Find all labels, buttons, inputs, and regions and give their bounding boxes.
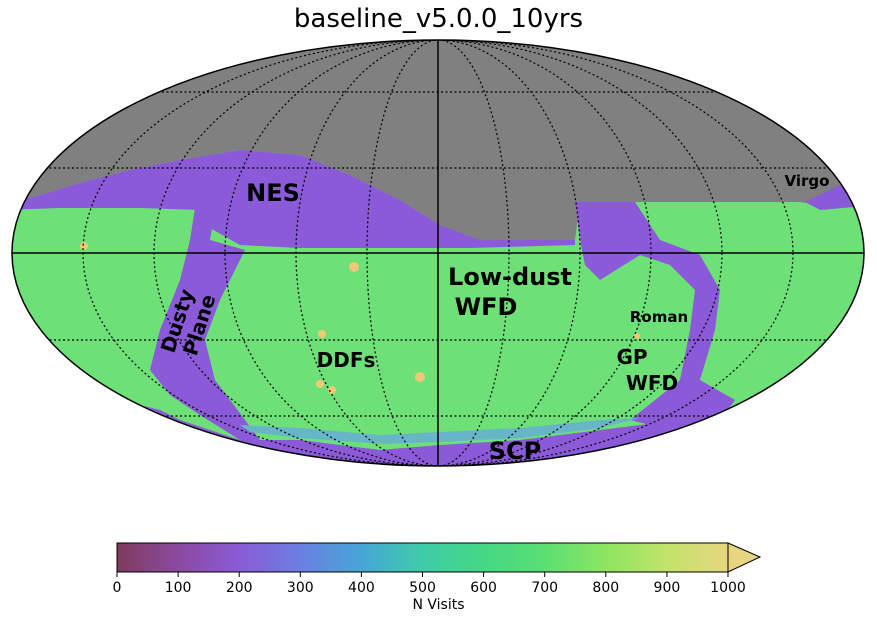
colorbar-tick-label: 500 [409, 580, 436, 596]
ddf-spot [316, 380, 324, 388]
colorbar-tick-label: 700 [531, 580, 558, 596]
colorbar-gradient [117, 543, 728, 572]
colorbar-tick-label: 1000 [710, 580, 746, 596]
ddf-spot [318, 330, 326, 338]
label-low-dust-wfd: WFD [455, 293, 518, 321]
map-title: baseline_v5.0.0_10yrs [293, 4, 584, 34]
map-border [11, 39, 865, 467]
colorbar-tick-label: 900 [654, 580, 681, 596]
colorbar-tick-label: 0 [113, 580, 122, 596]
ddf-spot [328, 386, 336, 394]
ddf-spot [415, 372, 425, 382]
ddf-spot [80, 242, 88, 250]
ddf-spot [349, 262, 359, 272]
colorbar-tick-label: 100 [165, 580, 192, 596]
label-scp: SCP [489, 437, 542, 465]
roman-spot [634, 333, 640, 339]
label-virgo: Virgo [785, 172, 830, 190]
label-nes: NES [246, 179, 300, 207]
colorbar-tick-label: 300 [287, 580, 314, 596]
label-ddfs: DDFs [317, 348, 376, 372]
label-low-dust: Low-dust [448, 263, 572, 291]
gp-wfd-area [575, 202, 735, 430]
colorbar: 0 100 200 300 400 500 600 700 800 900 1000 [113, 542, 762, 596]
colorbar-extend-arrow [727, 542, 762, 573]
label-gp: GP [616, 345, 647, 369]
colorbar-tick-label: 800 [592, 580, 619, 596]
colorbar-label: N Visits [412, 597, 465, 613]
colorbar-tick-label: 200 [226, 580, 253, 596]
colorbar-tick-label: 600 [470, 580, 497, 596]
south-transition [240, 418, 640, 444]
label-roman: Roman [630, 308, 688, 326]
label-gp-wfd: WFD [626, 371, 678, 395]
colorbar-tick-label: 400 [348, 580, 375, 596]
dusty-plane-area [150, 208, 260, 440]
nes-area [12, 150, 575, 248]
